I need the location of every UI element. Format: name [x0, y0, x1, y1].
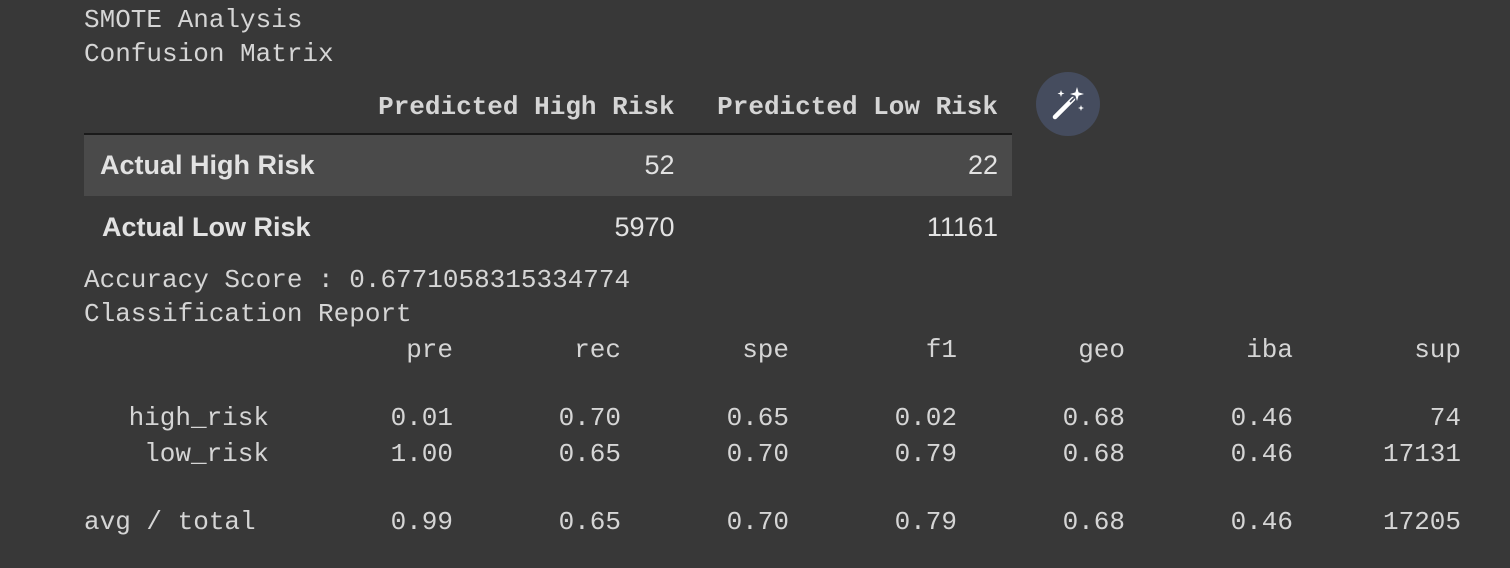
- report-cell: 0.01: [390, 403, 453, 433]
- accuracy-score-line: Accuracy Score : 0.6771058315334774: [84, 265, 631, 295]
- report-header-sup: sup: [1414, 335, 1461, 365]
- report-cell: 0.65: [558, 507, 621, 537]
- report-header-f1: f1: [925, 335, 957, 365]
- report-header-geo: geo: [1078, 335, 1125, 365]
- table-cell: 11161: [926, 211, 998, 242]
- confusion-matrix-table: Predicted High Risk Predicted Low Risk A…: [84, 80, 1012, 258]
- report-cell: 0.46: [1230, 507, 1293, 537]
- table-cell: 5970: [614, 211, 675, 242]
- report-cell: 0.79: [894, 439, 957, 469]
- report-header-rec: rec: [574, 335, 621, 365]
- magic-wand-button[interactable]: [1036, 72, 1100, 136]
- column-header-predicted-low-risk: Predicted Low Risk: [717, 91, 998, 122]
- table-row: Actual High Risk 52 22: [84, 134, 1012, 196]
- magic-wand-icon: [1052, 87, 1084, 120]
- row-label-actual-low-risk: Actual Low Risk: [102, 211, 311, 242]
- report-header-spe: spe: [742, 335, 789, 365]
- report-cell: 0.79: [894, 507, 957, 537]
- report-cell: 0.68: [1062, 403, 1125, 433]
- report-cell: 0.70: [726, 439, 789, 469]
- report-cell: 74: [1429, 403, 1461, 433]
- table-cell: 22: [967, 150, 998, 180]
- report-cell: 0.46: [1230, 403, 1293, 433]
- table-row: Actual Low Risk 5970 11161: [84, 196, 1012, 258]
- report-header-pre: pre: [406, 335, 453, 365]
- table-corner-cell: [84, 80, 348, 134]
- report-row-label: low_risk: [144, 439, 269, 469]
- report-cell: 0.70: [726, 507, 789, 537]
- report-cell: 0.68: [1062, 507, 1125, 537]
- report-cell: 0.46: [1230, 439, 1293, 469]
- classification-report-title: Classification Report: [84, 299, 412, 329]
- report-cell: 0.68: [1062, 439, 1125, 469]
- report-row-label: high_risk: [128, 403, 269, 433]
- column-header-predicted-high-risk: Predicted High Risk: [378, 91, 675, 122]
- report-cell: 0.70: [558, 403, 621, 433]
- report-cell: 17205: [1382, 507, 1461, 537]
- row-label-actual-high-risk: Actual High Risk: [100, 150, 315, 180]
- table-cell: 52: [644, 150, 675, 180]
- report-cell: 0.65: [558, 439, 621, 469]
- report-cell: 1.00: [390, 439, 453, 469]
- table-header-row: Predicted High Risk Predicted Low Risk: [84, 80, 1012, 134]
- report-cell: 0.65: [726, 403, 789, 433]
- report-cell: 0.02: [894, 403, 957, 433]
- report-cell: 17131: [1382, 439, 1461, 469]
- output-title-smote: SMOTE Analysis: [84, 5, 303, 35]
- report-cell: 0.99: [390, 507, 453, 537]
- report-row-label: avg / total: [84, 507, 256, 537]
- output-title-confusion-matrix: Confusion Matrix: [84, 39, 334, 69]
- report-header-iba: iba: [1246, 335, 1293, 365]
